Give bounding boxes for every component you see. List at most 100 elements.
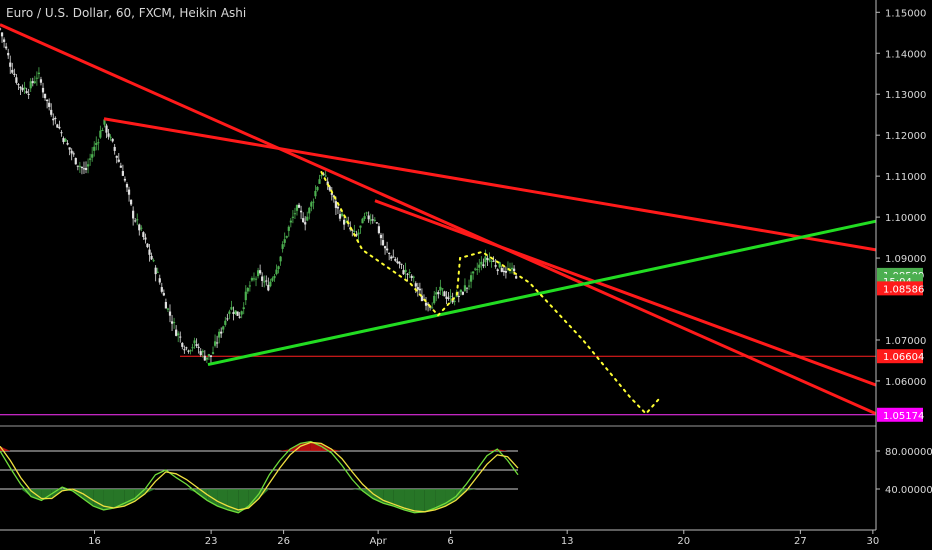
candle-body <box>17 84 20 86</box>
candle-body <box>404 269 407 273</box>
candle-body <box>99 130 102 138</box>
candle-body <box>27 93 30 95</box>
candle-body <box>68 147 71 150</box>
candle-body <box>496 269 499 272</box>
candle-body <box>281 244 284 249</box>
candle-body <box>486 258 489 260</box>
candle-body <box>474 268 477 270</box>
oversold-fill <box>424 489 436 512</box>
candle-body <box>394 258 397 261</box>
candle-body <box>297 204 301 208</box>
projection-path <box>320 171 660 416</box>
candle-body <box>46 99 49 102</box>
candle-body <box>150 255 153 260</box>
candle-body <box>437 292 440 295</box>
candle-body <box>398 261 401 264</box>
candle-body <box>250 278 254 281</box>
candle-body <box>62 138 65 143</box>
candle-body <box>0 28 2 30</box>
overbought-fill <box>331 449 342 451</box>
candle-body <box>185 347 188 349</box>
candle-body <box>476 269 479 271</box>
candle-body <box>168 311 172 316</box>
candle-body <box>291 216 294 218</box>
candle-body <box>259 270 262 274</box>
candle-body <box>424 302 428 306</box>
candle-body <box>7 52 10 56</box>
candle-body <box>236 311 239 316</box>
candle-body <box>392 256 395 258</box>
candle-body <box>187 350 190 352</box>
candle-body <box>320 175 323 177</box>
overbought-fill <box>279 449 291 451</box>
price-tick-label: 1.12000 <box>885 131 926 142</box>
oscillator-tick-label: 40.00000 <box>885 485 932 496</box>
candle-body <box>103 119 106 125</box>
candle-body <box>308 207 311 214</box>
candle-body <box>56 124 59 128</box>
support-trendline <box>207 219 877 367</box>
candle-body <box>306 216 309 221</box>
candle-body <box>445 296 448 299</box>
candle-body <box>265 280 268 282</box>
candle-body <box>211 352 215 354</box>
candle-body <box>336 206 340 209</box>
time-axis: 16 23 26 Apr 6 13 20 27 30 <box>0 529 879 547</box>
candle-body <box>162 293 165 296</box>
candle-body <box>447 297 450 299</box>
overbought-fill <box>310 441 322 451</box>
candle-body <box>80 167 84 169</box>
candle-body <box>43 93 47 99</box>
candle-body <box>224 320 227 325</box>
candle-body <box>76 165 79 167</box>
oversold-fill <box>466 489 477 491</box>
candle-body <box>25 91 28 94</box>
candle-body <box>457 295 460 297</box>
candle-body <box>37 72 41 75</box>
candle-body <box>226 318 229 320</box>
price-tick-label: 1.06000 <box>885 377 926 388</box>
candle-body <box>345 221 348 223</box>
oversold-fill <box>41 489 52 501</box>
oversold-fill <box>259 489 270 499</box>
candle-body <box>50 109 53 115</box>
resistance-trendline <box>103 117 877 252</box>
candle-body <box>402 270 405 275</box>
candle-body <box>125 183 129 188</box>
candle-body <box>115 155 118 158</box>
candle-body <box>388 252 391 254</box>
candle-body <box>64 139 67 142</box>
candle-body <box>127 189 131 195</box>
candle-body <box>439 286 442 291</box>
candle-body <box>408 271 411 273</box>
resistance-trendline <box>0 23 877 416</box>
candle-body <box>435 292 438 295</box>
candle-body <box>478 264 481 268</box>
candle-body <box>433 295 436 304</box>
candle-body <box>170 321 174 324</box>
oversold-fill <box>404 489 415 513</box>
candle-body <box>72 153 75 155</box>
candle-body <box>299 210 303 213</box>
candle-body <box>465 287 469 289</box>
candle-body <box>48 102 51 107</box>
candle-body <box>418 288 421 291</box>
candle-body <box>504 270 508 273</box>
candle-body <box>209 355 213 357</box>
candle-body <box>121 171 124 176</box>
candle-body <box>140 227 143 229</box>
candle-body <box>502 270 505 273</box>
candle-body <box>70 150 73 154</box>
candle-body <box>9 62 12 67</box>
candle-body <box>304 222 307 225</box>
candle-body <box>498 262 501 268</box>
candle-body <box>494 265 497 267</box>
candle-body <box>371 219 374 221</box>
candle-body <box>449 295 452 297</box>
candle-body <box>441 288 444 290</box>
candle-body <box>365 212 368 214</box>
candle-body <box>197 346 200 348</box>
candle-body <box>326 181 329 186</box>
